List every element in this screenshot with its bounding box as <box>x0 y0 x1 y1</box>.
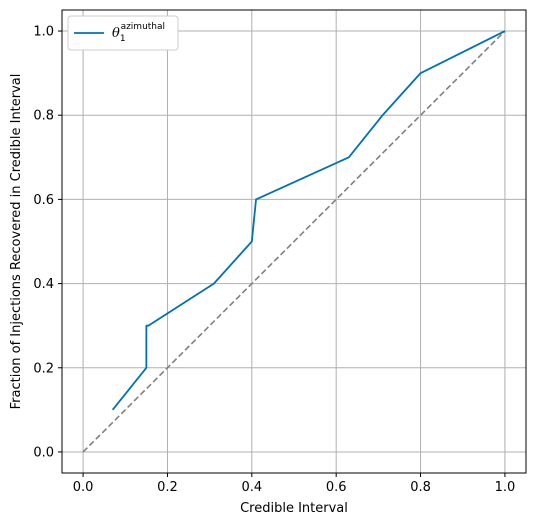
legend-label-superscript: azimuthal <box>121 22 165 32</box>
y-tick-label: 1.0 <box>33 25 54 40</box>
x-tick-label: 0.8 <box>410 480 431 495</box>
legend-box <box>67 15 179 51</box>
legend-label-theta: θ1 azimuthal <box>112 22 165 44</box>
series-layer <box>82 30 506 453</box>
y-tick-label: 0.4 <box>33 277 54 292</box>
x-tick-label: 0.0 <box>73 480 94 495</box>
plot-frame <box>61 9 527 474</box>
x-tick-label: 0.4 <box>241 480 262 495</box>
legend-label-subscript: 1 <box>120 34 126 44</box>
x-tick-label: 0.6 <box>326 480 347 495</box>
y-tick-label: 0.6 <box>33 193 54 208</box>
y-tick-label: 0.0 <box>33 445 54 460</box>
legend: θ1 azimuthal <box>67 15 179 51</box>
series-line-theta <box>111 30 506 411</box>
ticks: 0.0 0.2 0.4 0.6 0.8 1.0 0.0 0.2 0.4 0.6 0.8 1.0 <box>33 25 515 495</box>
x-tick-label: 0.2 <box>157 480 178 495</box>
x-axis-label: Credible Interval <box>240 501 348 516</box>
y-tick-label: 0.8 <box>33 109 54 124</box>
legend-label-base: θ <box>112 26 120 41</box>
x-tick-label: 1.0 <box>495 480 516 495</box>
y-axis-label: Fraction of Injections Recovered in Cred… <box>9 74 24 410</box>
reference-diagonal-line <box>82 30 506 453</box>
y-tick-label: 0.2 <box>33 361 54 376</box>
